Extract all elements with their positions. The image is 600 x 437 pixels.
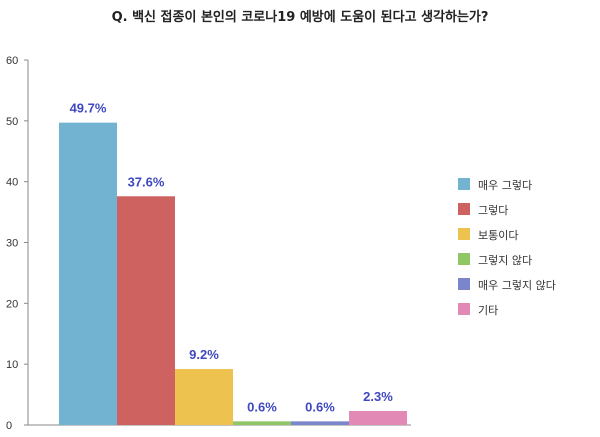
data-label: 2.3% xyxy=(363,389,393,404)
y-tick-label: 50 xyxy=(6,116,18,128)
y-tick-label: 60 xyxy=(6,55,18,67)
data-label: 49.7% xyxy=(70,101,107,116)
y-tick-label: 10 xyxy=(6,359,18,371)
data-labels: 49.7% 37.6% 9.2% 0.6% 0.6% 2.3% xyxy=(70,101,394,415)
bar xyxy=(233,421,291,425)
data-label: 37.6% xyxy=(128,174,165,189)
chart-title: Q. 백신 접종이 본인의 코로나19 예방에 도움이 된다고 생각하는가? xyxy=(112,9,489,25)
legend-swatch xyxy=(458,303,470,315)
data-label: 0.6% xyxy=(247,399,277,414)
legend-label: 그렇다 xyxy=(478,204,508,217)
bar xyxy=(175,369,233,425)
bar xyxy=(291,421,349,425)
legend-swatch xyxy=(458,203,470,215)
legend-swatch xyxy=(458,278,470,290)
legend-label: 기타 xyxy=(478,304,498,317)
legend-label: 그렇지 않다 xyxy=(478,254,532,267)
data-label: 0.6% xyxy=(305,399,335,414)
y-tick-label: 0 xyxy=(6,420,12,432)
bars xyxy=(59,122,407,426)
y-tick-label: 40 xyxy=(6,177,18,189)
y-tick-label: 20 xyxy=(6,298,18,310)
legend-label: 매우 그렇지 않다 xyxy=(478,279,556,292)
y-axis-ticks: 0 10 20 30 40 50 60 xyxy=(6,55,28,432)
legend-label: 매우 그렇다 xyxy=(478,179,532,192)
bar xyxy=(349,411,407,425)
bar xyxy=(59,122,117,426)
y-tick-label: 30 xyxy=(6,238,18,250)
legend-swatch xyxy=(458,253,470,265)
bar xyxy=(117,196,175,425)
legend-swatch xyxy=(458,228,470,240)
data-label: 9.2% xyxy=(189,347,219,362)
legend-label: 보통이다 xyxy=(478,229,518,242)
legend-swatch xyxy=(458,178,470,190)
